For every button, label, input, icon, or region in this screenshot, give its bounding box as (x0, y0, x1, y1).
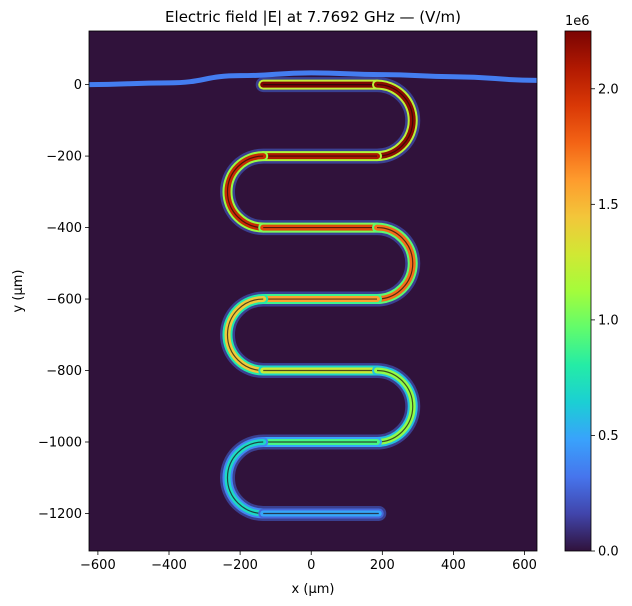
resonator-conductor (226, 155, 264, 229)
x-tick-label: −200 (222, 558, 258, 573)
colorbar-exponent: 1e6 (565, 14, 590, 29)
y-tick-label: −400 (46, 221, 82, 236)
y-tick-label: −1200 (38, 507, 82, 522)
x-tick-label: 400 (441, 558, 466, 573)
resonator-conductor (226, 441, 264, 515)
plot-area (88, 30, 538, 552)
x-tick-label: −400 (151, 558, 187, 573)
x-tick-label: −600 (80, 558, 116, 573)
x-tick-label: 600 (512, 558, 537, 573)
y-tick-label: −1000 (38, 435, 82, 450)
heatmap-background (89, 31, 537, 551)
resonator-field (222, 79, 418, 519)
x-axis-label: x (µm) (292, 582, 335, 597)
y-tick-label: −200 (46, 150, 82, 165)
colorbar-tick-label: 0.5 (598, 429, 619, 444)
resonator-conductor (376, 369, 414, 443)
y-axis-label: y (µm) (11, 270, 26, 313)
resonator-conductor (376, 226, 414, 300)
colorbar-gradient (564, 30, 592, 552)
colorbar: 0.0 0.5 1.0 1.5 2.0 1e6 (564, 14, 619, 560)
plot-frame (88, 30, 538, 552)
colorbar-tick-label: 0.0 (598, 545, 619, 560)
chart-title: Electric field |E| at 7.7692 GHz — (V/m) (165, 8, 461, 26)
resonator-conductor (376, 84, 414, 157)
colorbar-tick-label: 1.0 (598, 313, 619, 328)
y-tick-label: −600 (46, 293, 82, 308)
colorbar-tick-label: 1.5 (598, 198, 619, 213)
colorbar-tick-label: 2.0 (598, 82, 619, 97)
x-axis: −600 −400 −200 0 200 400 600 (80, 551, 537, 573)
y-tick-label: −800 (46, 364, 82, 379)
x-tick-label: 200 (370, 558, 395, 573)
resonator-conductor (226, 298, 264, 372)
colorbar-ticks: 0.0 0.5 1.0 1.5 2.0 (591, 82, 619, 560)
feedline-field (89, 70, 537, 88)
y-axis: 0 −200 −400 −600 −800 −1000 −1200 (38, 78, 89, 522)
y-tick-label: 0 (74, 78, 82, 93)
x-tick-label: 0 (307, 558, 315, 573)
